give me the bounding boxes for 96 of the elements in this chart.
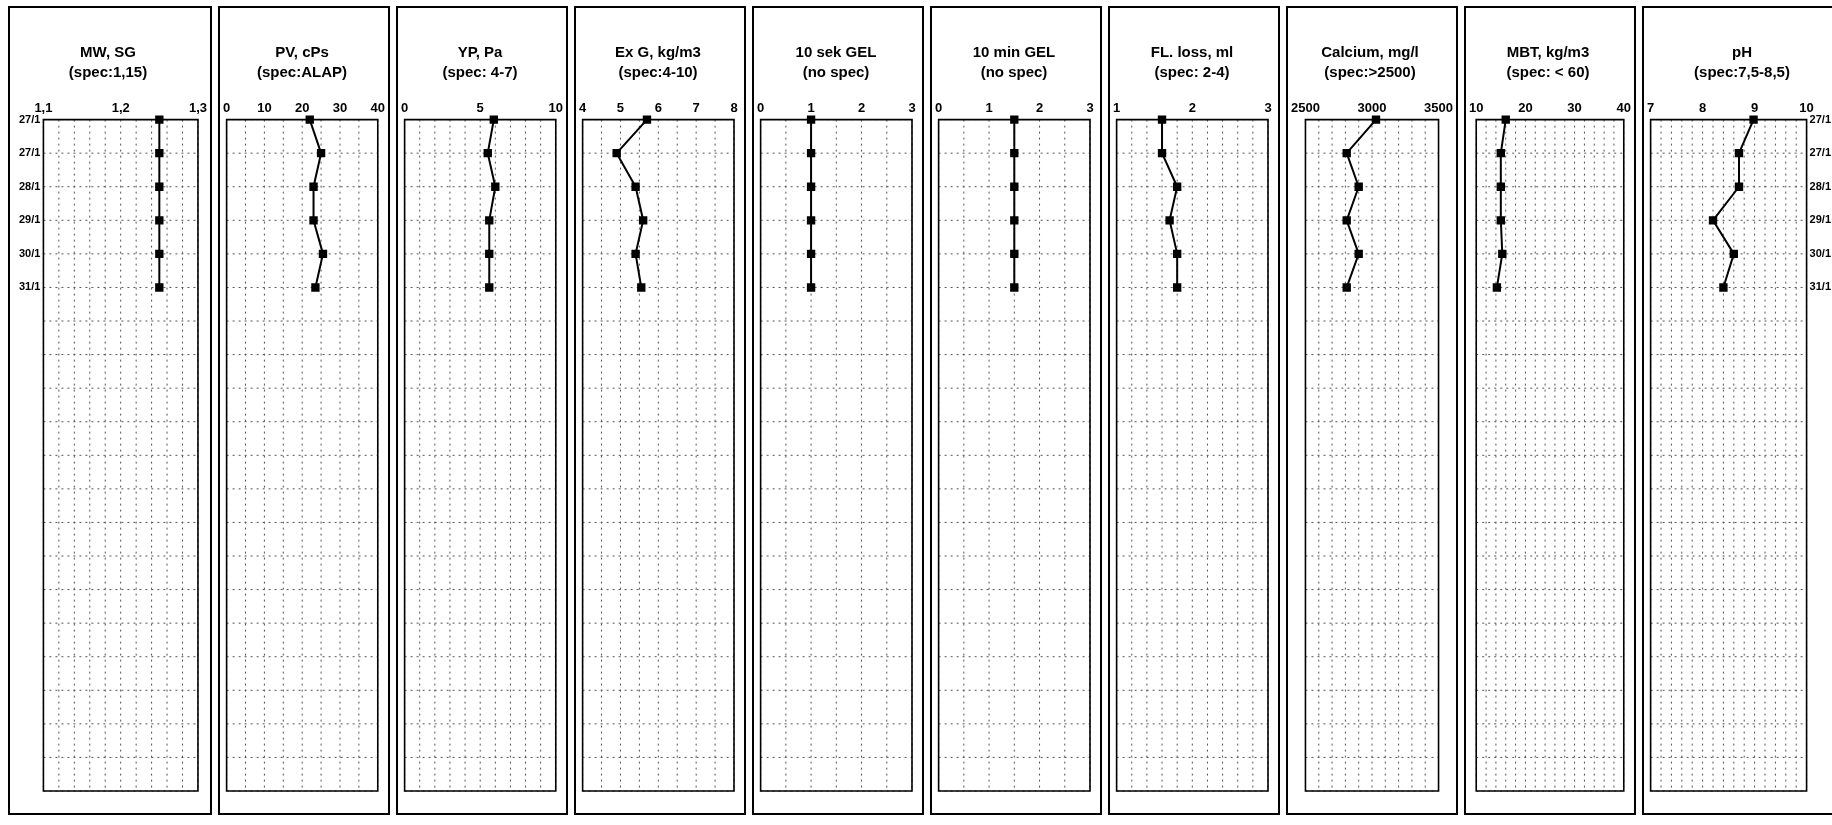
y-tick-label: 28/1 — [1809, 179, 1832, 192]
chart-subtitle: (spec:1,15) — [68, 63, 148, 81]
x-tick-label: 8 — [1698, 100, 1707, 116]
point — [1734, 148, 1744, 158]
point — [305, 115, 314, 124]
point — [1734, 182, 1744, 191]
x-tick-label: 7 — [692, 100, 700, 116]
chart-subtitle: (spec: 2-4) — [1154, 63, 1230, 81]
x-tick-label: 40 — [370, 100, 385, 116]
x-tick-label: 0 — [935, 100, 943, 116]
point — [1501, 115, 1510, 124]
chart-title: Calcium, mg/l — [1321, 43, 1419, 61]
x-tick-label: 5 — [616, 100, 625, 116]
chart-title: FL. loss, ml — [1150, 43, 1234, 61]
chart-subtitle: (spec:4-10) — [618, 63, 698, 81]
point — [1496, 148, 1505, 158]
point — [612, 148, 621, 158]
x-tick-label: 9 — [1750, 100, 1759, 116]
chart-title: Ex G, kg/m3 — [615, 43, 701, 61]
point — [631, 182, 640, 191]
x-tick-label: 1,3 — [188, 100, 207, 116]
point — [1498, 249, 1507, 259]
y-tick-label: 27/1 — [18, 146, 41, 159]
x-tick-label: 2 — [1035, 100, 1044, 116]
point — [642, 115, 652, 124]
y-tick-label: 28/1 — [18, 179, 41, 192]
point — [1729, 249, 1738, 259]
x-tick-label: 3 — [908, 100, 916, 116]
x-tick-label: 20 — [1518, 100, 1533, 116]
y-tick-label: 29/1 — [18, 213, 41, 226]
point — [1749, 115, 1758, 124]
x-tick-label: 2500 — [1291, 100, 1320, 116]
point — [309, 216, 318, 225]
point — [491, 182, 500, 191]
point — [316, 148, 326, 158]
x-tick-label: 4 — [579, 100, 587, 116]
chart-subtitle: (no spec) — [980, 63, 1048, 81]
chart-title: YP, Pa — [457, 43, 504, 61]
x-tick-label: 2 — [857, 100, 866, 116]
chart-subtitle: (spec:7,5-8,5) — [1694, 63, 1790, 81]
x-tick-label: 3500 — [1424, 100, 1453, 116]
point — [637, 283, 646, 292]
x-tick-label: 6 — [654, 100, 662, 116]
x-tick-label: 0 — [757, 100, 765, 116]
chart-title: 10 sek GEL — [795, 43, 877, 61]
x-tick-label: 3 — [1086, 100, 1094, 116]
y-tick-label: 31/1 — [1809, 280, 1832, 293]
x-tick-label: 1 — [985, 100, 993, 116]
chart-title: MW, SG — [80, 43, 136, 61]
chart-title: PV, cPs — [275, 43, 329, 61]
chart-subtitle: (spec: 4-7) — [442, 63, 518, 81]
point — [311, 283, 320, 292]
x-tick-label: 40 — [1616, 100, 1631, 116]
point — [485, 283, 494, 292]
point — [489, 115, 498, 124]
x-tick-label: 30 — [332, 100, 348, 116]
point — [1708, 216, 1718, 225]
point — [318, 249, 328, 259]
x-tick-label: 3 — [1264, 100, 1272, 116]
point — [483, 148, 492, 158]
chart-subtitle: (no spec) — [802, 63, 870, 81]
x-tick-label: 10 — [548, 100, 563, 116]
point — [309, 182, 318, 191]
x-tick-label: 8 — [730, 100, 738, 116]
point — [485, 249, 494, 259]
x-tick-label: 2 — [1188, 100, 1196, 116]
x-tick-label: 10 — [1469, 100, 1484, 116]
y-tick-label: 30/1 — [1809, 246, 1832, 259]
x-tick-label: 3000 — [1357, 100, 1387, 116]
chart-title: pH — [1732, 43, 1752, 61]
x-tick-label: 30 — [1567, 100, 1582, 116]
chart-subtitle: (spec:>2500) — [1324, 63, 1416, 81]
point — [631, 249, 640, 259]
chart-title: 10 min GEL — [972, 43, 1056, 61]
chart-title: MBT, kg/m3 — [1506, 43, 1590, 61]
x-tick-label: 0 — [401, 100, 409, 116]
y-tick-label: 27/1 — [1809, 146, 1832, 159]
chart-subtitle: (spec: < 60) — [1506, 63, 1590, 81]
point — [485, 216, 494, 225]
point — [1719, 283, 1728, 292]
x-tick-label: 20 — [294, 100, 310, 116]
y-tick-label: 29/1 — [1809, 213, 1832, 226]
x-tick-label: 0 — [223, 100, 231, 116]
point — [638, 216, 648, 225]
x-tick-label: 5 — [476, 100, 484, 116]
point — [1496, 182, 1505, 191]
x-tick-label: 10 — [257, 100, 272, 116]
chart-subtitle: (spec:ALAP) — [256, 63, 348, 81]
point — [1492, 283, 1502, 292]
y-tick-label: 30/1 — [18, 246, 41, 259]
x-tick-label: 1 — [1113, 100, 1121, 116]
x-tick-label: 1,2 — [111, 100, 130, 116]
point — [1496, 216, 1505, 225]
x-tick-label: 7 — [1647, 100, 1655, 116]
x-tick-label: 1 — [807, 100, 815, 116]
y-tick-label: 31/1 — [18, 280, 41, 293]
